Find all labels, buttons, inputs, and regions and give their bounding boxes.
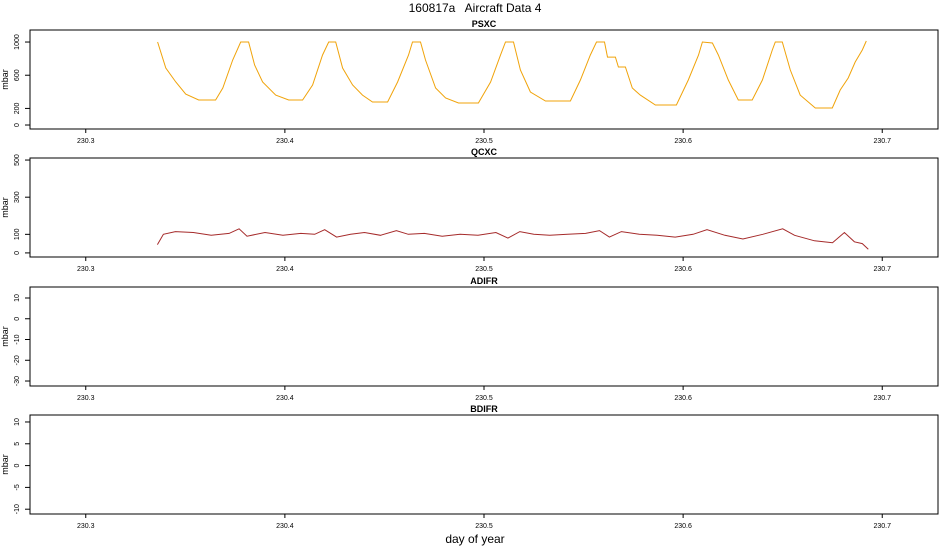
x-tick-label: 230.4 [276,523,294,530]
y-tick-label: 0 [14,251,21,255]
x-tick-label: 230.5 [475,523,493,530]
panel-frame [29,157,939,258]
panel-title: ADIFR [470,276,498,286]
x-tick-label: 230.4 [276,266,294,273]
panel-frame [29,414,939,515]
x-tick-label: 230.6 [674,395,692,402]
y-axis-label: mbar [0,197,10,218]
y-tick-label: 0 [14,464,21,468]
x-tick-label: 230.6 [674,523,692,530]
x-tick-label: 230.7 [873,138,891,145]
x-tick-label: 230.4 [276,138,294,145]
y-tick-label: 300 [14,191,21,203]
panel-title: BDIFR [470,404,498,414]
y-tick-label: -20 [14,355,21,365]
x-tick-label: 230.6 [674,266,692,273]
y-tick-label: -10 [14,504,21,514]
x-tick-label: 230.5 [475,395,493,402]
y-tick-label: 5 [14,442,21,446]
x-tick-label: 230.4 [276,395,294,402]
x-tick-label: 230.6 [674,138,692,145]
x-tick-label: 230.7 [873,395,891,402]
y-tick-label: 200 [14,102,21,114]
y-axis-label: mbar [0,69,10,90]
y-axis-label: mbar [0,326,10,347]
y-tick-label: 0 [14,317,21,321]
panel-frame [29,29,939,130]
x-tick-label: 230.5 [475,138,493,145]
x-tick-label: 230.3 [77,395,95,402]
x-tick-label: 230.3 [77,523,95,530]
x-tick-label: 230.7 [873,266,891,273]
y-tick-label: -10 [14,334,21,344]
y-tick-label: -30 [14,376,21,386]
y-tick-label: 100 [14,228,21,240]
panel-title: QCXC [471,147,498,157]
x-tick-label: 230.5 [475,266,493,273]
y-tick-label: 1000 [14,34,21,50]
y-tick-label: 600 [14,69,21,81]
x-tick-label: 230.3 [77,138,95,145]
y-tick-label: 10 [14,294,21,302]
y-tick-label: 500 [14,154,21,166]
page-title: 160817a Aircraft Data 4 [409,1,542,15]
x-axis-label: day of year [445,532,504,546]
data-line [157,40,867,109]
x-tick-label: 230.7 [873,523,891,530]
y-tick-label: 10 [14,418,21,426]
y-tick-label: 0 [14,123,21,127]
x-tick-label: 230.3 [77,266,95,273]
panel-title: PSXC [472,19,497,29]
panel-frame [29,286,939,387]
y-tick-label: -5 [14,484,21,490]
data-line [156,228,869,250]
y-axis-label: mbar [0,454,10,475]
